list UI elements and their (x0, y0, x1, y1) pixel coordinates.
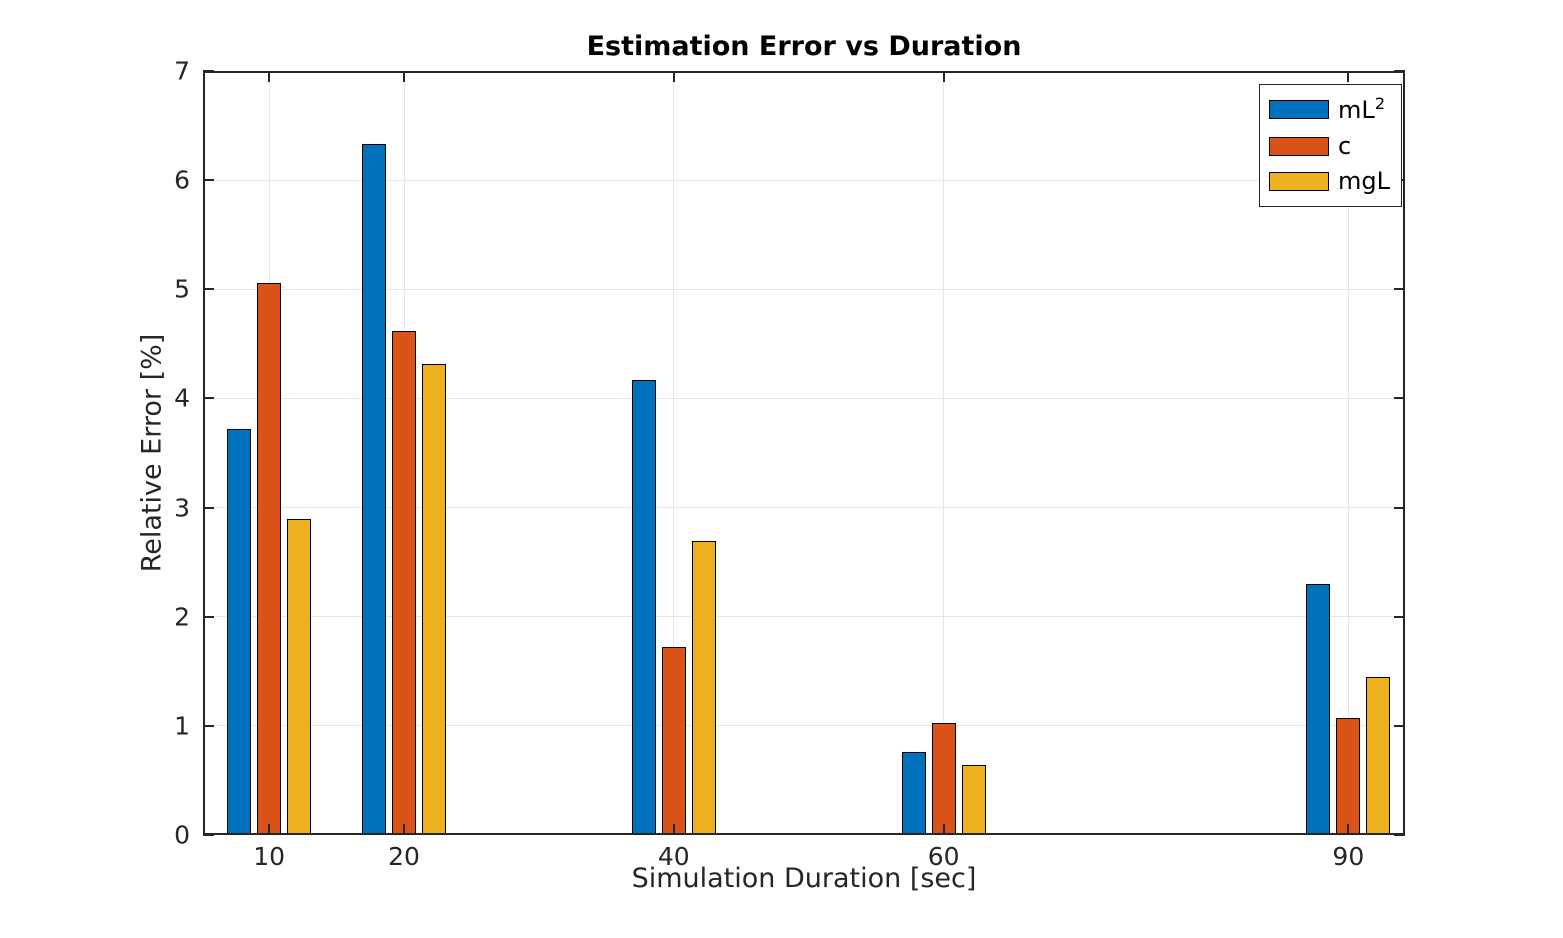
y-tick-label: 1 (174, 711, 190, 741)
x-tick-label: 20 (388, 842, 420, 871)
x-tick (672, 824, 675, 835)
y-gridline (203, 507, 1405, 509)
y-tick (1394, 615, 1405, 618)
x-tick (1347, 824, 1350, 835)
y-gridline (203, 397, 1405, 399)
bar-mgL-60 (961, 765, 986, 835)
bar-c-40 (661, 647, 686, 835)
legend-swatch (1269, 100, 1330, 120)
bar-mgL-90 (1366, 676, 1391, 835)
y-tick-label: 7 (174, 56, 190, 86)
x-tick (268, 824, 271, 835)
y-axis-label: Relative Error [%] (136, 333, 168, 573)
y-gridline (203, 616, 1405, 618)
bar-mL-20 (362, 144, 386, 835)
y-tick (1394, 834, 1405, 836)
x-axis-label: Simulation Duration [sec] (631, 863, 977, 894)
y-tick-label: 3 (174, 493, 190, 523)
legend-item: c (1269, 131, 1390, 161)
bar-c-60 (931, 722, 956, 835)
y-tick (203, 724, 214, 727)
bar-mgL-40 (691, 541, 716, 835)
x-gridline (673, 71, 675, 835)
y-tick-label: 0 (174, 820, 190, 850)
legend: mL2 c mgL (1259, 84, 1402, 207)
x-tick (403, 824, 405, 835)
legend-item: mL2 (1269, 94, 1390, 125)
bar-mgL-10 (287, 518, 312, 835)
legend-swatch (1269, 172, 1330, 192)
y-gridline (203, 725, 1405, 727)
legend-label: mL2 (1338, 94, 1386, 124)
x-tick (942, 71, 945, 82)
chart-title: Estimation Error vs Duration (586, 31, 1022, 62)
x-tick (942, 824, 945, 835)
bar-c-90 (1336, 718, 1361, 835)
y-tick (1394, 724, 1405, 727)
legend-item: mgL (1269, 168, 1390, 196)
bar-c-20 (392, 330, 416, 835)
y-tick-label: 4 (174, 383, 190, 413)
legend-swatch (1269, 136, 1330, 156)
y-tick (1394, 397, 1405, 400)
y-tick-label: 5 (174, 274, 190, 304)
x-tick (1347, 71, 1350, 82)
y-gridline (203, 288, 1405, 290)
y-tick (203, 397, 214, 400)
bar-mL-90 (1306, 583, 1331, 835)
y-tick (203, 615, 214, 618)
bar-mL-60 (901, 752, 926, 835)
x-tick-label: 90 (1332, 842, 1365, 871)
legend-label: c (1338, 131, 1352, 160)
plot-area: 10 20 40 60 90 0 1 2 3 4 5 6 7 mL2 c mgL (174, 59, 1405, 870)
bar-mL-40 (631, 379, 656, 835)
bar-mL-10 (227, 429, 252, 835)
x-gridline (943, 71, 945, 835)
x-tick (672, 71, 675, 82)
x-tick-label: 40 (657, 842, 690, 871)
bar-mgL-20 (422, 363, 446, 835)
y-gridline (203, 179, 1405, 181)
x-tick (268, 71, 271, 82)
y-tick (203, 288, 214, 291)
x-tick (403, 71, 405, 82)
x-tick-label: 10 (253, 842, 285, 871)
x-gridline (1347, 71, 1349, 835)
y-tick-label: 6 (174, 165, 190, 195)
y-tick (203, 70, 214, 72)
y-tick (1394, 70, 1405, 72)
y-tick (203, 834, 214, 836)
x-tick-label: 60 (927, 842, 960, 871)
y-tick (203, 179, 214, 182)
y-tick (1394, 288, 1405, 291)
y-tick (1394, 506, 1405, 509)
bar-c-10 (257, 282, 282, 835)
y-tick-label: 2 (174, 602, 190, 632)
legend-label: mgL (1338, 167, 1390, 196)
y-tick (203, 506, 214, 509)
